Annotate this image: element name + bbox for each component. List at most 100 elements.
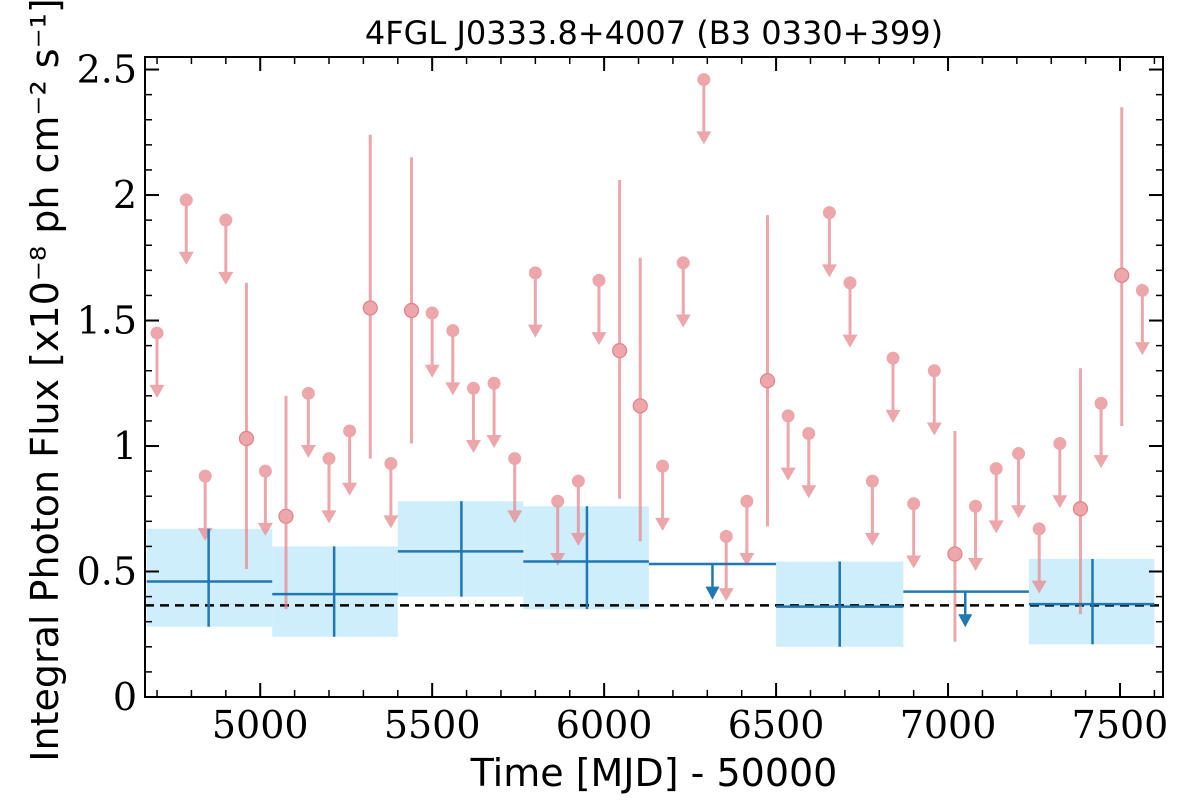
fine-point-2 [197, 469, 213, 541]
data-marker [1114, 267, 1130, 283]
coarse-point-7 [1028, 558, 1155, 645]
coarse-point-6 [903, 590, 1029, 628]
fine-point-35 [885, 351, 901, 423]
coarse-point-0 [146, 528, 273, 627]
x-tick-label: 5000 [212, 703, 309, 747]
fine-point-6 [278, 395, 294, 610]
y-tick-label: 2 [113, 173, 137, 217]
plot-frame [144, 56, 1164, 698]
data-marker [238, 430, 255, 447]
data-marker [822, 206, 836, 220]
data-marker [528, 266, 542, 280]
upper-limit-arrow-head [655, 517, 671, 531]
fine-point-12 [403, 157, 420, 444]
upper-limit-arrow-head [885, 409, 901, 423]
data-marker [384, 457, 398, 471]
data-marker [676, 256, 690, 270]
x-tick-label: 7500 [1072, 703, 1169, 747]
upper-limit-arrow-head [342, 482, 358, 496]
upper-limit-arrow-head [1052, 495, 1068, 509]
fine-point-47 [1134, 283, 1150, 356]
data-marker [301, 386, 315, 400]
data-marker [947, 546, 963, 562]
upper-limit-arrow-head [591, 332, 607, 346]
data-marker [219, 213, 233, 227]
upper-limit-arrow-head [675, 314, 691, 328]
upper-limit-arrow-head [1093, 455, 1109, 469]
y-tick-label: 0.5 [77, 550, 137, 594]
fine-point-32 [821, 206, 837, 278]
data-marker [1072, 501, 1089, 517]
upper-limit-arrow-head [988, 520, 1004, 534]
fine-point-1 [178, 193, 194, 265]
upper-limit-arrow-head [801, 485, 817, 499]
fine-point-30 [780, 409, 796, 481]
data-marker [592, 273, 606, 287]
y-tick-label: 1.5 [77, 299, 137, 343]
data-marker [927, 364, 941, 378]
fine-point-36 [906, 497, 922, 569]
upper-limit-arrow-head [149, 384, 165, 398]
y-axis-label: Integral Photon Flux [x10⁻⁸ ph cm⁻² s⁻¹] [23, 0, 67, 762]
coarse-bin-points [146, 501, 1155, 647]
upper-limit-arrow-head [739, 552, 755, 566]
fine-point-37 [926, 364, 942, 436]
fine-point-33 [842, 276, 858, 348]
data-marker [969, 499, 983, 513]
data-marker [907, 497, 921, 511]
fine-point-16 [486, 376, 502, 449]
data-marker [632, 398, 648, 414]
tick-marks [145, 57, 1163, 698]
fine-point-3 [218, 213, 234, 285]
upper-limit-arrow-head [465, 440, 481, 454]
fine-point-31 [801, 426, 817, 499]
data-marker [322, 452, 336, 466]
upper-limit-arrow-head [424, 364, 440, 378]
fine-bin-points [149, 73, 1150, 642]
fine-point-19 [550, 494, 566, 566]
x-tick-label: 7000 [900, 703, 997, 747]
fine-point-10 [362, 134, 378, 459]
data-marker [179, 193, 193, 207]
fine-point-45 [1093, 396, 1109, 469]
data-marker [697, 73, 711, 87]
data-marker [446, 324, 460, 338]
fine-point-7 [300, 386, 316, 459]
coarse-bin-bands [146, 501, 1155, 647]
fine-point-9 [342, 424, 358, 496]
x-tick-label: 6000 [556, 703, 653, 747]
fine-point-0 [149, 326, 165, 398]
fine-point-38 [947, 430, 963, 642]
data-marker [571, 474, 585, 488]
data-marker [198, 469, 212, 483]
data-marker [740, 494, 754, 508]
fine-point-5 [257, 464, 273, 536]
data-marker [1135, 283, 1149, 297]
fine-point-15 [465, 381, 481, 454]
fine-point-20 [570, 474, 586, 546]
upper-limit-arrow-head [486, 435, 502, 449]
fine-point-22 [612, 179, 628, 499]
tick-labels: 5000 5500 6000 6500 7000 7500 0 0.5 1 1.5 2 2.5 [77, 48, 1169, 747]
upper-limit-arrow-head [257, 522, 273, 536]
upper-limit-arrow-head [864, 532, 880, 546]
x-tick-label: 6500 [728, 703, 825, 747]
data-marker [466, 381, 480, 395]
y-tick-label: 1 [113, 424, 137, 468]
fine-point-28 [739, 494, 755, 566]
upper-limit-arrow-head [383, 515, 399, 529]
x-tick-label: 5500 [384, 703, 481, 747]
data-marker [843, 276, 857, 290]
upper-limit-arrow-head [527, 324, 543, 338]
coarse-point-1 [272, 546, 398, 637]
fine-point-42 [1031, 522, 1047, 594]
upper-limit-arrow-head [718, 588, 734, 602]
fine-point-14 [445, 324, 461, 396]
data-marker [362, 300, 378, 316]
coarse-point-5 [776, 561, 904, 647]
data-marker [150, 326, 164, 340]
upper-limit-arrow-head [1134, 342, 1150, 356]
data-marker [1094, 396, 1108, 410]
coarse-point-3 [523, 506, 649, 610]
